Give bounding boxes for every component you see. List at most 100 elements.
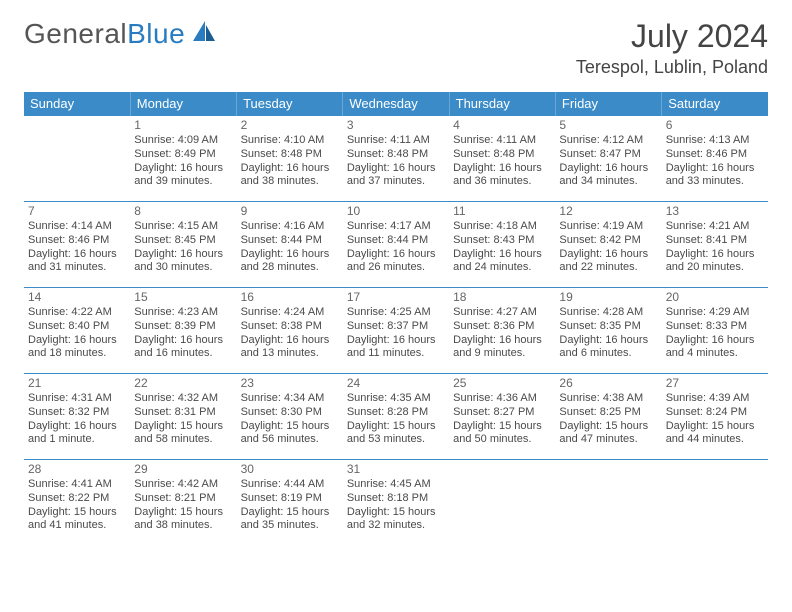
day-number: 3 <box>347 118 445 133</box>
sunrise-text: Sunrise: 4:12 AM <box>559 134 657 148</box>
day-number: 5 <box>559 118 657 133</box>
sunrise-text: Sunrise: 4:42 AM <box>134 478 232 492</box>
sunrise-text: Sunrise: 4:27 AM <box>453 306 551 320</box>
sunset-text: Sunset: 8:21 PM <box>134 492 232 506</box>
sunset-text: Sunset: 8:48 PM <box>241 148 339 162</box>
daylight-text: Daylight: 15 hours and 47 minutes. <box>559 420 657 448</box>
calendar-cell: 30Sunrise: 4:44 AMSunset: 8:19 PMDayligh… <box>237 460 343 546</box>
weekday-sunday: Sunday <box>24 92 130 116</box>
calendar-body: 1Sunrise: 4:09 AMSunset: 8:49 PMDaylight… <box>24 116 768 546</box>
daylight-text: Daylight: 15 hours and 41 minutes. <box>28 506 126 534</box>
sunset-text: Sunset: 8:27 PM <box>453 406 551 420</box>
day-number: 1 <box>134 118 232 133</box>
sunrise-text: Sunrise: 4:11 AM <box>347 134 445 148</box>
sunrise-text: Sunrise: 4:21 AM <box>666 220 764 234</box>
sunrise-text: Sunrise: 4:09 AM <box>134 134 232 148</box>
calendar-cell: 14Sunrise: 4:22 AMSunset: 8:40 PMDayligh… <box>24 288 130 374</box>
sunset-text: Sunset: 8:49 PM <box>134 148 232 162</box>
title-block: July 2024 Terespol, Lublin, Poland <box>576 18 768 78</box>
sunrise-text: Sunrise: 4:10 AM <box>241 134 339 148</box>
daylight-text: Daylight: 16 hours and 37 minutes. <box>347 162 445 190</box>
daylight-text: Daylight: 16 hours and 39 minutes. <box>134 162 232 190</box>
calendar-cell: 15Sunrise: 4:23 AMSunset: 8:39 PMDayligh… <box>130 288 236 374</box>
calendar-cell: 17Sunrise: 4:25 AMSunset: 8:37 PMDayligh… <box>343 288 449 374</box>
sunrise-text: Sunrise: 4:35 AM <box>347 392 445 406</box>
daylight-text: Daylight: 16 hours and 26 minutes. <box>347 248 445 276</box>
day-number: 24 <box>347 376 445 391</box>
day-number: 7 <box>28 204 126 219</box>
sunrise-text: Sunrise: 4:41 AM <box>28 478 126 492</box>
sunrise-text: Sunrise: 4:39 AM <box>666 392 764 406</box>
calendar-row: 21Sunrise: 4:31 AMSunset: 8:32 PMDayligh… <box>24 374 768 460</box>
daylight-text: Daylight: 16 hours and 33 minutes. <box>666 162 764 190</box>
day-number: 20 <box>666 290 764 305</box>
weekday-thursday: Thursday <box>449 92 555 116</box>
brand-logo: GeneralBlue <box>24 18 217 50</box>
sunset-text: Sunset: 8:48 PM <box>453 148 551 162</box>
calendar-cell: 5Sunrise: 4:12 AMSunset: 8:47 PMDaylight… <box>555 116 661 202</box>
sunrise-text: Sunrise: 4:45 AM <box>347 478 445 492</box>
day-number: 12 <box>559 204 657 219</box>
calendar-cell: 19Sunrise: 4:28 AMSunset: 8:35 PMDayligh… <box>555 288 661 374</box>
sunrise-text: Sunrise: 4:18 AM <box>453 220 551 234</box>
day-number: 25 <box>453 376 551 391</box>
daylight-text: Daylight: 16 hours and 20 minutes. <box>666 248 764 276</box>
sunset-text: Sunset: 8:40 PM <box>28 320 126 334</box>
sunset-text: Sunset: 8:37 PM <box>347 320 445 334</box>
day-number: 26 <box>559 376 657 391</box>
header: GeneralBlue July 2024 Terespol, Lublin, … <box>24 18 768 78</box>
calendar-row: 14Sunrise: 4:22 AMSunset: 8:40 PMDayligh… <box>24 288 768 374</box>
location: Terespol, Lublin, Poland <box>576 57 768 78</box>
calendar-cell: 31Sunrise: 4:45 AMSunset: 8:18 PMDayligh… <box>343 460 449 546</box>
daylight-text: Daylight: 16 hours and 16 minutes. <box>134 334 232 362</box>
day-number: 31 <box>347 462 445 477</box>
sunset-text: Sunset: 8:44 PM <box>241 234 339 248</box>
weekday-header: SundayMondayTuesdayWednesdayThursdayFrid… <box>24 92 768 116</box>
day-number: 21 <box>28 376 126 391</box>
calendar-cell: 24Sunrise: 4:35 AMSunset: 8:28 PMDayligh… <box>343 374 449 460</box>
sunset-text: Sunset: 8:38 PM <box>241 320 339 334</box>
day-number: 9 <box>241 204 339 219</box>
sunset-text: Sunset: 8:31 PM <box>134 406 232 420</box>
sail-icon <box>191 19 217 50</box>
calendar-cell: 28Sunrise: 4:41 AMSunset: 8:22 PMDayligh… <box>24 460 130 546</box>
sunrise-text: Sunrise: 4:28 AM <box>559 306 657 320</box>
daylight-text: Daylight: 15 hours and 53 minutes. <box>347 420 445 448</box>
sunrise-text: Sunrise: 4:29 AM <box>666 306 764 320</box>
sunrise-text: Sunrise: 4:25 AM <box>347 306 445 320</box>
calendar-cell <box>24 116 130 202</box>
weekday-monday: Monday <box>130 92 236 116</box>
calendar-cell: 2Sunrise: 4:10 AMSunset: 8:48 PMDaylight… <box>237 116 343 202</box>
calendar-cell: 16Sunrise: 4:24 AMSunset: 8:38 PMDayligh… <box>237 288 343 374</box>
daylight-text: Daylight: 15 hours and 58 minutes. <box>134 420 232 448</box>
sunrise-text: Sunrise: 4:36 AM <box>453 392 551 406</box>
calendar-page: GeneralBlue July 2024 Terespol, Lublin, … <box>0 0 792 612</box>
sunset-text: Sunset: 8:28 PM <box>347 406 445 420</box>
calendar-cell: 21Sunrise: 4:31 AMSunset: 8:32 PMDayligh… <box>24 374 130 460</box>
daylight-text: Daylight: 16 hours and 6 minutes. <box>559 334 657 362</box>
calendar-cell: 8Sunrise: 4:15 AMSunset: 8:45 PMDaylight… <box>130 202 236 288</box>
day-number: 22 <box>134 376 232 391</box>
sunrise-text: Sunrise: 4:22 AM <box>28 306 126 320</box>
calendar-cell: 6Sunrise: 4:13 AMSunset: 8:46 PMDaylight… <box>662 116 768 202</box>
day-number: 18 <box>453 290 551 305</box>
sunset-text: Sunset: 8:19 PM <box>241 492 339 506</box>
calendar-cell: 20Sunrise: 4:29 AMSunset: 8:33 PMDayligh… <box>662 288 768 374</box>
day-number: 30 <box>241 462 339 477</box>
daylight-text: Daylight: 16 hours and 18 minutes. <box>28 334 126 362</box>
calendar-cell: 12Sunrise: 4:19 AMSunset: 8:42 PMDayligh… <box>555 202 661 288</box>
daylight-text: Daylight: 16 hours and 24 minutes. <box>453 248 551 276</box>
calendar-cell <box>449 460 555 546</box>
sunset-text: Sunset: 8:36 PM <box>453 320 551 334</box>
calendar-cell: 11Sunrise: 4:18 AMSunset: 8:43 PMDayligh… <box>449 202 555 288</box>
day-number: 29 <box>134 462 232 477</box>
sunset-text: Sunset: 8:22 PM <box>28 492 126 506</box>
sunrise-text: Sunrise: 4:17 AM <box>347 220 445 234</box>
sunrise-text: Sunrise: 4:44 AM <box>241 478 339 492</box>
sunset-text: Sunset: 8:45 PM <box>134 234 232 248</box>
day-number: 19 <box>559 290 657 305</box>
day-number: 28 <box>28 462 126 477</box>
calendar-cell: 23Sunrise: 4:34 AMSunset: 8:30 PMDayligh… <box>237 374 343 460</box>
sunrise-text: Sunrise: 4:16 AM <box>241 220 339 234</box>
day-number: 10 <box>347 204 445 219</box>
